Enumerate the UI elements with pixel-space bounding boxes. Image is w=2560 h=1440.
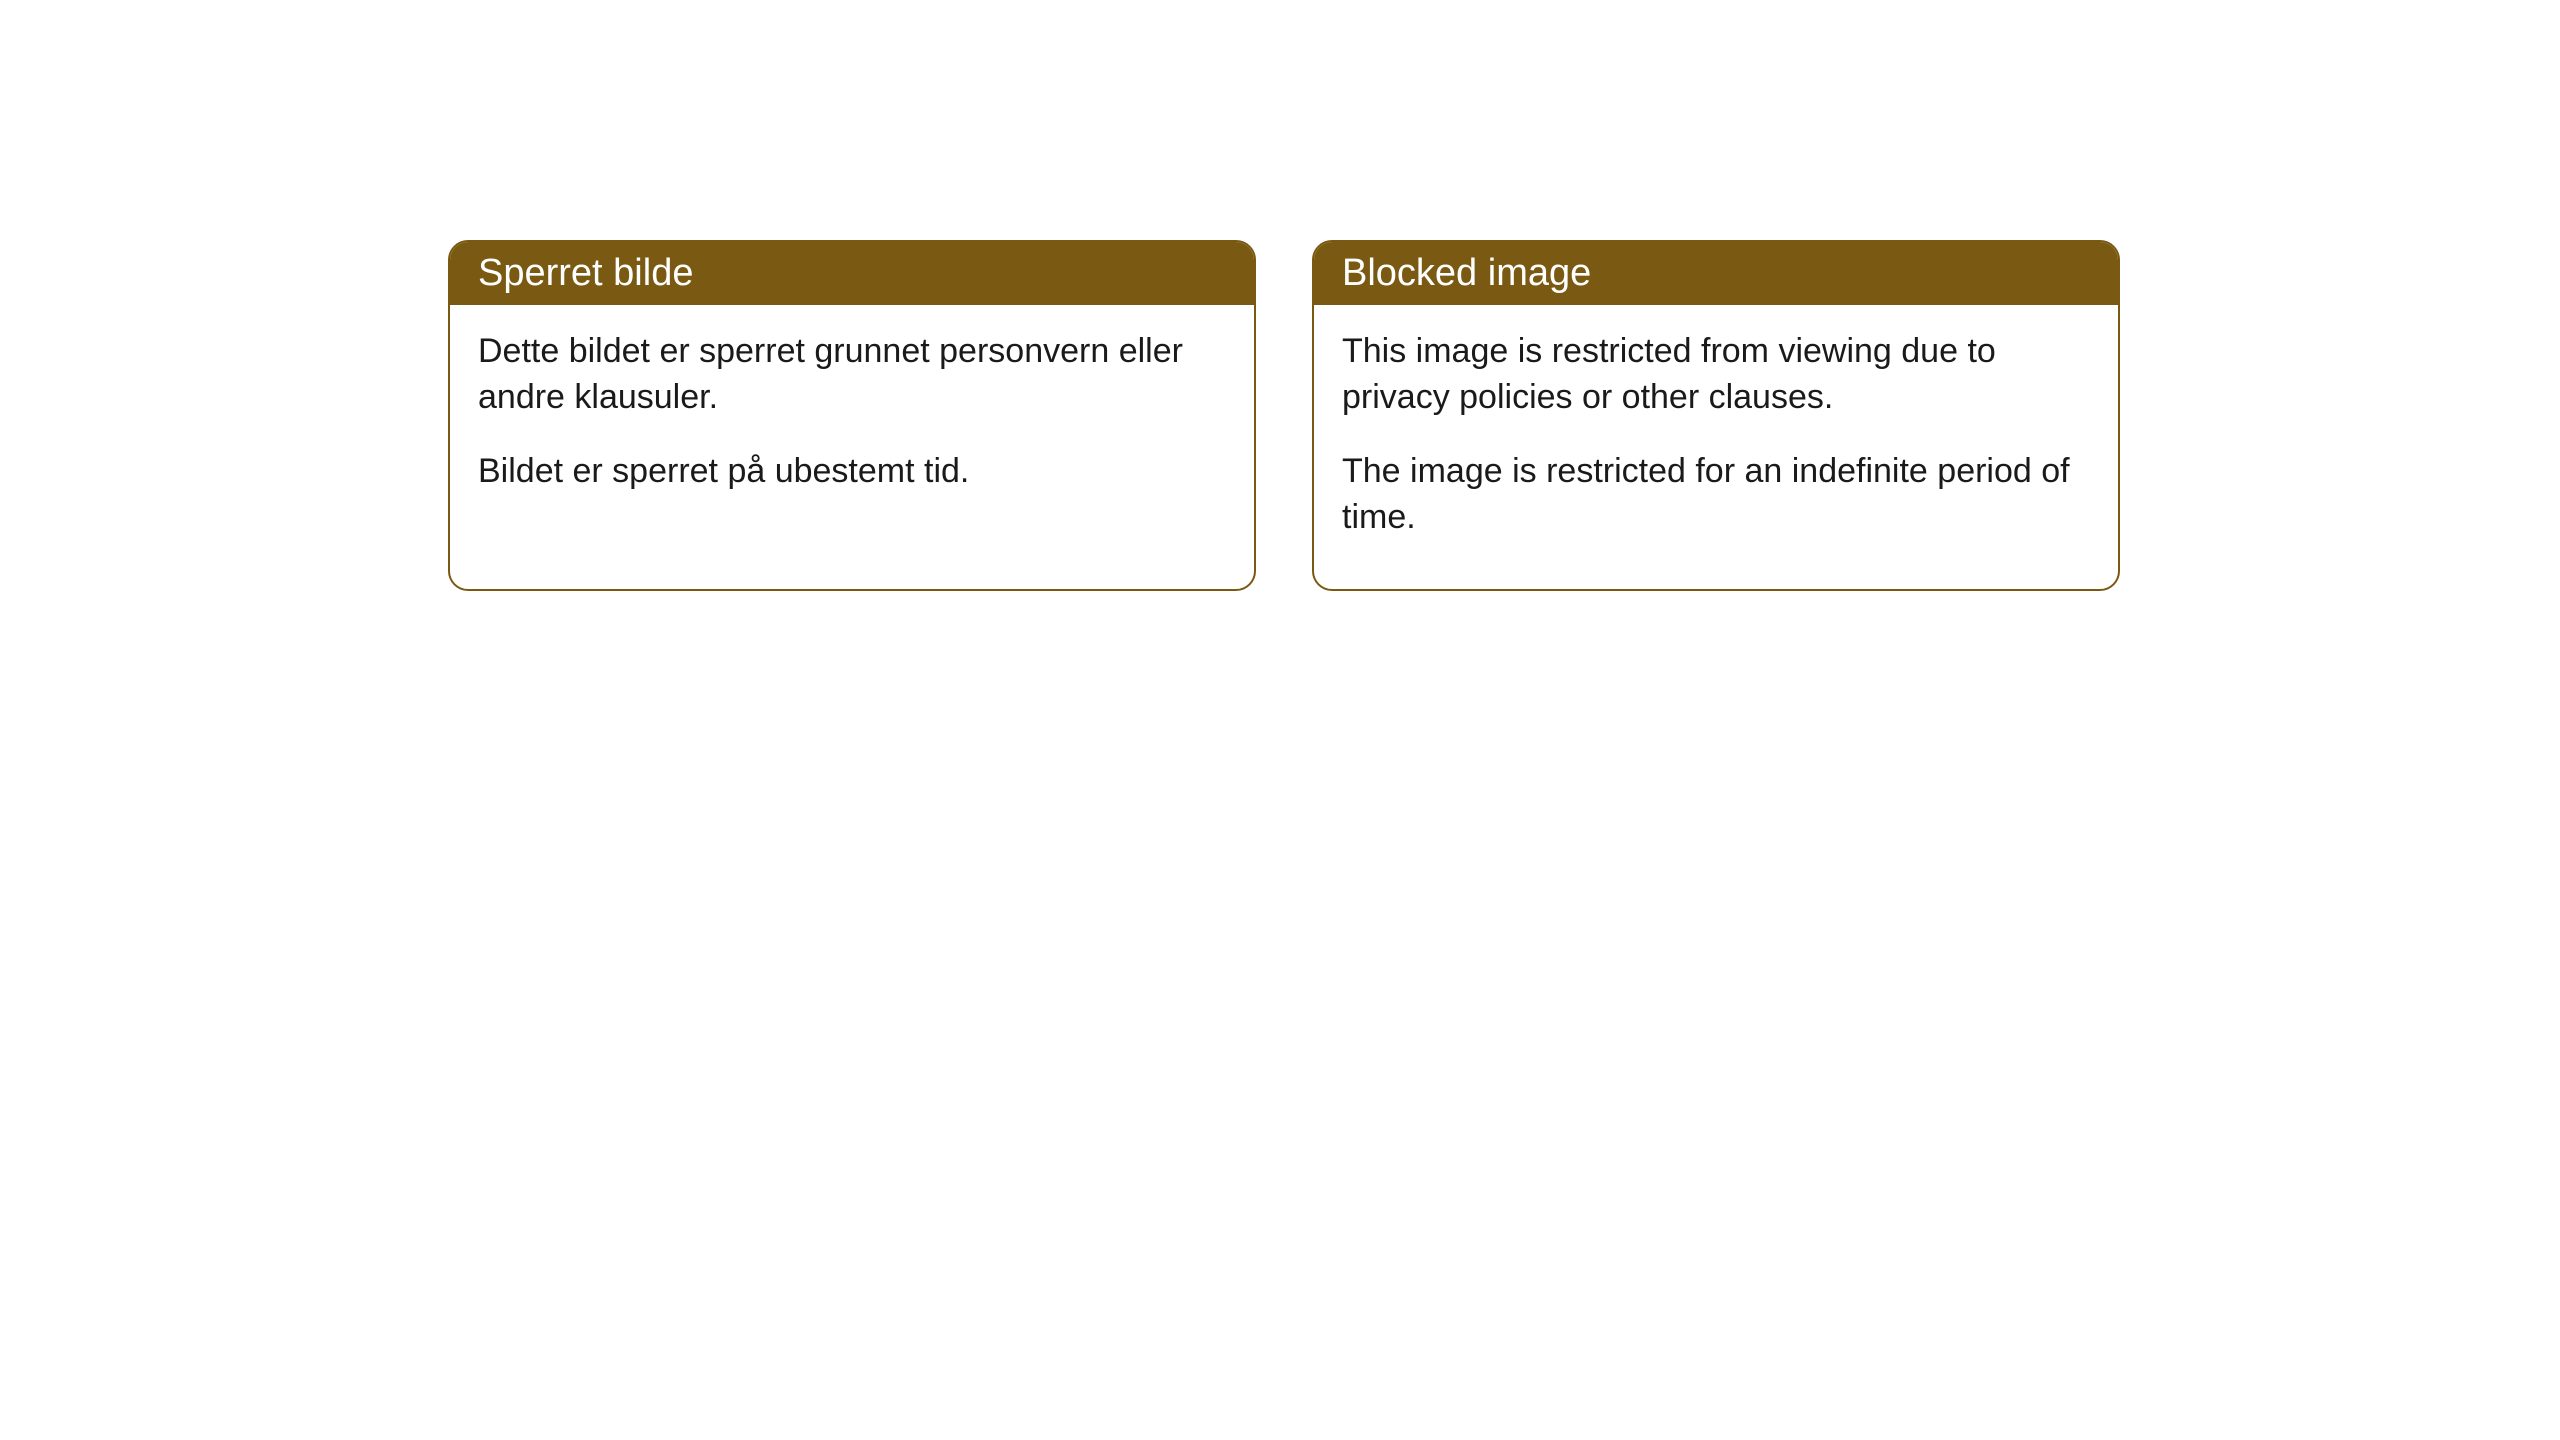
notice-card-english: Blocked image This image is restricted f… <box>1312 240 2120 591</box>
card-header: Blocked image <box>1314 242 2118 305</box>
notice-card-norwegian: Sperret bilde Dette bildet er sperret gr… <box>448 240 1256 591</box>
notice-cards-container: Sperret bilde Dette bildet er sperret gr… <box>448 240 2120 591</box>
card-title: Blocked image <box>1342 252 1591 294</box>
card-paragraph: This image is restricted from viewing du… <box>1342 329 2090 421</box>
card-body: This image is restricted from viewing du… <box>1314 305 2118 589</box>
card-header: Sperret bilde <box>450 242 1254 305</box>
card-paragraph: Dette bildet er sperret grunnet personve… <box>478 329 1226 421</box>
card-body: Dette bildet er sperret grunnet personve… <box>450 305 1254 543</box>
card-paragraph: Bildet er sperret på ubestemt tid. <box>478 449 1226 495</box>
card-title: Sperret bilde <box>478 252 693 294</box>
card-paragraph: The image is restricted for an indefinit… <box>1342 449 2090 541</box>
